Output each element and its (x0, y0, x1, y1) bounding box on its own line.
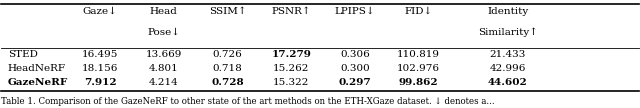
Text: 0.728: 0.728 (211, 78, 244, 87)
Text: 99.862: 99.862 (399, 78, 438, 87)
Text: FID↓: FID↓ (404, 7, 433, 16)
Text: 44.602: 44.602 (488, 78, 528, 87)
Text: Pose↓: Pose↓ (147, 28, 180, 37)
Text: PSNR↑: PSNR↑ (271, 7, 311, 16)
Text: LPIPS↓: LPIPS↓ (335, 7, 375, 16)
Text: 110.819: 110.819 (397, 50, 440, 59)
Text: 15.262: 15.262 (273, 64, 310, 73)
Text: 0.306: 0.306 (340, 50, 370, 59)
Text: Table 1. Comparison of the GazeNeRF to other state of the art methods on the ETH: Table 1. Comparison of the GazeNeRF to o… (1, 97, 495, 106)
Text: 17.279: 17.279 (271, 50, 311, 59)
Text: Gaze↓: Gaze↓ (83, 7, 118, 16)
Text: SSIM↑: SSIM↑ (209, 7, 246, 16)
Text: 0.300: 0.300 (340, 64, 370, 73)
Text: 13.669: 13.669 (146, 50, 182, 59)
Text: 4.214: 4.214 (149, 78, 179, 87)
Text: 4.801: 4.801 (149, 64, 179, 73)
Text: 16.495: 16.495 (82, 50, 118, 59)
Text: GazeNeRF: GazeNeRF (8, 78, 68, 87)
Text: 102.976: 102.976 (397, 64, 440, 73)
Text: 42.996: 42.996 (490, 64, 526, 73)
Text: Identity: Identity (487, 7, 529, 16)
Text: 0.718: 0.718 (212, 64, 243, 73)
Text: 15.322: 15.322 (273, 78, 310, 87)
Text: 0.297: 0.297 (339, 78, 371, 87)
Text: 18.156: 18.156 (82, 64, 118, 73)
Text: STED: STED (8, 50, 38, 59)
Text: HeadNeRF: HeadNeRF (8, 64, 66, 73)
Text: Head: Head (150, 7, 178, 16)
Text: 7.912: 7.912 (84, 78, 116, 87)
Text: 21.433: 21.433 (490, 50, 526, 59)
Text: Similarity↑: Similarity↑ (478, 28, 538, 37)
Text: 0.726: 0.726 (212, 50, 243, 59)
